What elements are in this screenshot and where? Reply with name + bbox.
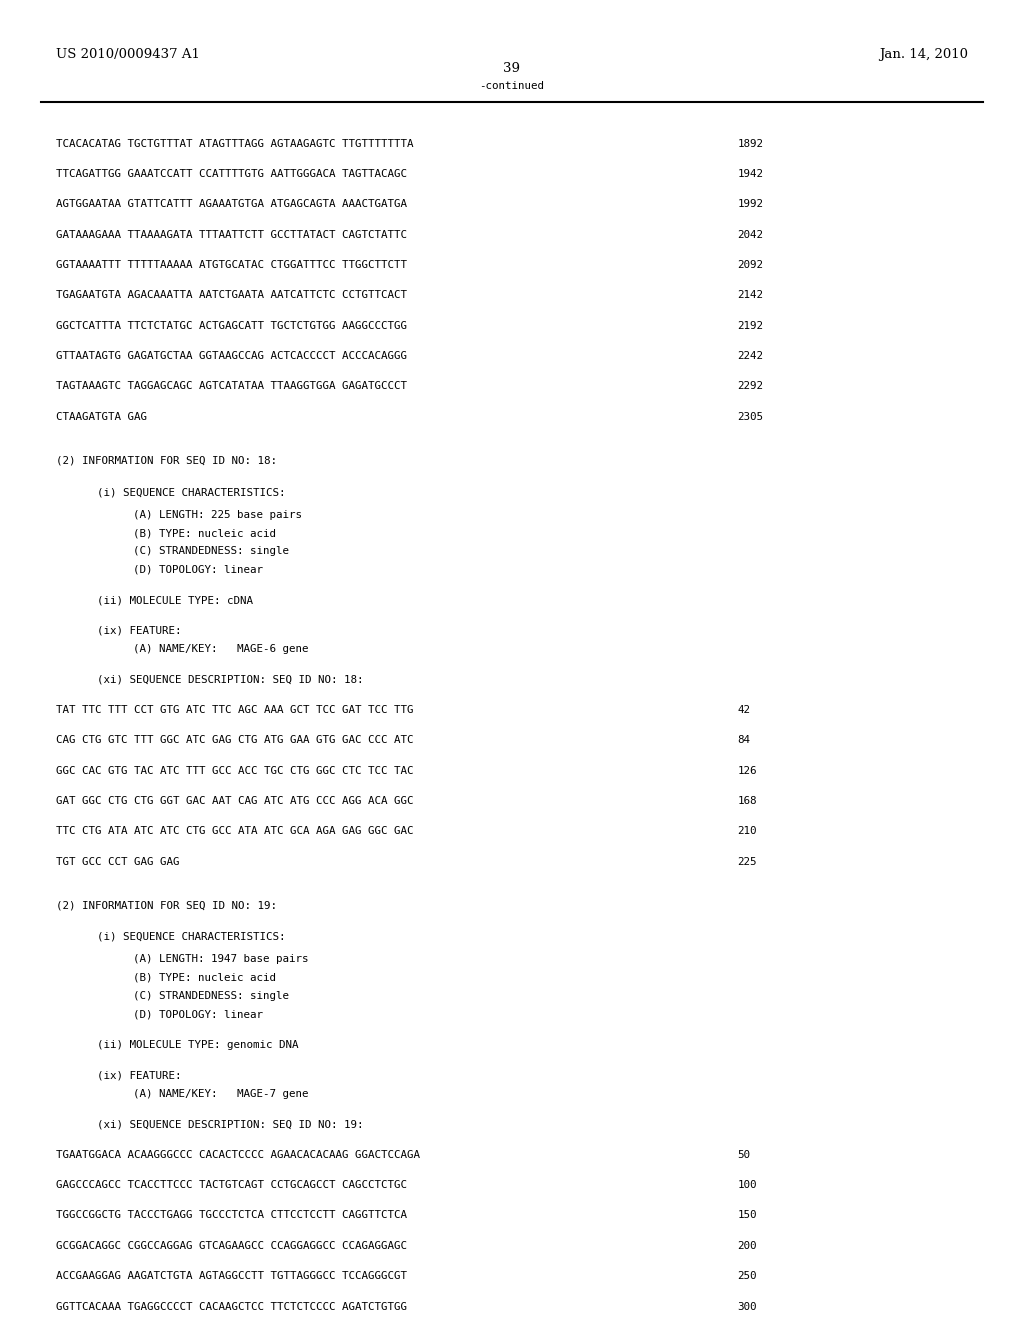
Text: (2) INFORMATION FOR SEQ ID NO: 18:: (2) INFORMATION FOR SEQ ID NO: 18:	[56, 455, 278, 466]
Text: (A) NAME/KEY:   MAGE-6 gene: (A) NAME/KEY: MAGE-6 gene	[133, 644, 308, 655]
Text: 100: 100	[737, 1180, 757, 1191]
Text: 300: 300	[737, 1302, 757, 1312]
Text: ACCGAAGGAG AAGATCTGTA AGTAGGCCTT TGTTAGGGCC TCCAGGGCGT: ACCGAAGGAG AAGATCTGTA AGTAGGCCTT TGTTAGG…	[56, 1271, 408, 1282]
Text: 1992: 1992	[737, 199, 763, 210]
Text: GAGCCCAGCC TCACCTTCCC TACTGTCAGT CCTGCAGCCT CAGCCTCTGC: GAGCCCAGCC TCACCTTCCC TACTGTCAGT CCTGCAG…	[56, 1180, 408, 1191]
Text: (2) INFORMATION FOR SEQ ID NO: 19:: (2) INFORMATION FOR SEQ ID NO: 19:	[56, 900, 278, 911]
Text: TGAGAATGTA AGACAAATTA AATCTGAATA AATCATTCTC CCTGTTCACT: TGAGAATGTA AGACAAATTA AATCTGAATA AATCATT…	[56, 290, 408, 301]
Text: (ii) MOLECULE TYPE: genomic DNA: (ii) MOLECULE TYPE: genomic DNA	[97, 1040, 299, 1051]
Text: TAT TTC TTT CCT GTG ATC TTC AGC AAA GCT TCC GAT TCC TTG: TAT TTC TTT CCT GTG ATC TTC AGC AAA GCT …	[56, 705, 414, 715]
Text: (A) LENGTH: 225 base pairs: (A) LENGTH: 225 base pairs	[133, 510, 302, 520]
Text: (A) LENGTH: 1947 base pairs: (A) LENGTH: 1947 base pairs	[133, 954, 308, 965]
Text: (xi) SEQUENCE DESCRIPTION: SEQ ID NO: 19:: (xi) SEQUENCE DESCRIPTION: SEQ ID NO: 19…	[97, 1119, 364, 1130]
Text: 1892: 1892	[737, 139, 763, 149]
Text: 2092: 2092	[737, 260, 763, 271]
Text: GAT GGC CTG CTG GGT GAC AAT CAG ATC ATG CCC AGG ACA GGC: GAT GGC CTG CTG GGT GAC AAT CAG ATC ATG …	[56, 796, 414, 807]
Text: Jan. 14, 2010: Jan. 14, 2010	[879, 48, 968, 61]
Text: 2292: 2292	[737, 381, 763, 392]
Text: TGAATGGACA ACAAGGGCCC CACACTCCCC AGAACACACAAG GGACTCCAGA: TGAATGGACA ACAAGGGCCC CACACTCCCC AGAACAC…	[56, 1150, 420, 1160]
Text: GGTTCACAAA TGAGGCCCCT CACAAGCTCC TTCTCTCCCC AGATCTGTGG: GGTTCACAAA TGAGGCCCCT CACAAGCTCC TTCTCTC…	[56, 1302, 408, 1312]
Text: TTC CTG ATA ATC ATC CTG GCC ATA ATC GCA AGA GAG GGC GAC: TTC CTG ATA ATC ATC CTG GCC ATA ATC GCA …	[56, 826, 414, 837]
Text: GATAAAGAAA TTAAAAGATA TTTAATTCTT GCCTTATACT CAGTCTATTC: GATAAAGAAA TTAAAAGATA TTTAATTCTT GCCTTAT…	[56, 230, 408, 240]
Text: (A) NAME/KEY:   MAGE-7 gene: (A) NAME/KEY: MAGE-7 gene	[133, 1089, 308, 1100]
Text: (B) TYPE: nucleic acid: (B) TYPE: nucleic acid	[133, 973, 276, 983]
Text: (D) TOPOLOGY: linear: (D) TOPOLOGY: linear	[133, 1010, 263, 1020]
Text: CAG CTG GTC TTT GGC ATC GAG CTG ATG GAA GTG GAC CCC ATC: CAG CTG GTC TTT GGC ATC GAG CTG ATG GAA …	[56, 735, 414, 746]
Text: 150: 150	[737, 1210, 757, 1221]
Text: TTCAGATTGG GAAATCCATT CCATTTTGTG AATTGGGACA TAGTTACAGC: TTCAGATTGG GAAATCCATT CCATTTTGTG AATTGGG…	[56, 169, 408, 180]
Text: (xi) SEQUENCE DESCRIPTION: SEQ ID NO: 18:: (xi) SEQUENCE DESCRIPTION: SEQ ID NO: 18…	[97, 675, 364, 685]
Text: (i) SEQUENCE CHARACTERISTICS:: (i) SEQUENCE CHARACTERISTICS:	[97, 932, 286, 942]
Text: 2042: 2042	[737, 230, 763, 240]
Text: 210: 210	[737, 826, 757, 837]
Text: 84: 84	[737, 735, 751, 746]
Text: 2305: 2305	[737, 412, 763, 422]
Text: (ix) FEATURE:: (ix) FEATURE:	[97, 1071, 182, 1081]
Text: (C) STRANDEDNESS: single: (C) STRANDEDNESS: single	[133, 991, 289, 1002]
Text: 39: 39	[504, 62, 520, 75]
Text: 42: 42	[737, 705, 751, 715]
Text: 2142: 2142	[737, 290, 763, 301]
Text: 200: 200	[737, 1241, 757, 1251]
Text: 126: 126	[737, 766, 757, 776]
Text: US 2010/0009437 A1: US 2010/0009437 A1	[56, 48, 201, 61]
Text: (B) TYPE: nucleic acid: (B) TYPE: nucleic acid	[133, 528, 276, 539]
Text: TGT GCC CCT GAG GAG: TGT GCC CCT GAG GAG	[56, 857, 180, 867]
Text: (D) TOPOLOGY: linear: (D) TOPOLOGY: linear	[133, 565, 263, 576]
Text: 250: 250	[737, 1271, 757, 1282]
Text: TGGCCGGCTG TACCCTGAGG TGCCCTCTCA CTTCCTCCTT CAGGTTCTCA: TGGCCGGCTG TACCCTGAGG TGCCCTCTCA CTTCCTC…	[56, 1210, 408, 1221]
Text: 168: 168	[737, 796, 757, 807]
Text: TAGTAAAGTC TAGGAGCAGC AGTCATATAA TTAAGGTGGA GAGATGCCCT: TAGTAAAGTC TAGGAGCAGC AGTCATATAA TTAAGGT…	[56, 381, 408, 392]
Text: (ii) MOLECULE TYPE: cDNA: (ii) MOLECULE TYPE: cDNA	[97, 595, 253, 606]
Text: AGTGGAATAA GTATTCATTT AGAAATGTGA ATGAGCAGTA AAACTGATGA: AGTGGAATAA GTATTCATTT AGAAATGTGA ATGAGCA…	[56, 199, 408, 210]
Text: (ix) FEATURE:: (ix) FEATURE:	[97, 626, 182, 636]
Text: GGCTCATTTA TTCTCTATGC ACTGAGCATT TGCTCTGTGG AAGGCCCTGG: GGCTCATTTA TTCTCTATGC ACTGAGCATT TGCTCTG…	[56, 321, 408, 331]
Text: GTTAATAGTG GAGATGCTAA GGTAAGCCAG ACTCACCCCT ACCCACAGGG: GTTAATAGTG GAGATGCTAA GGTAAGCCAG ACTCACC…	[56, 351, 408, 362]
Text: GGC CAC GTG TAC ATC TTT GCC ACC TGC CTG GGC CTC TCC TAC: GGC CAC GTG TAC ATC TTT GCC ACC TGC CTG …	[56, 766, 414, 776]
Text: 2242: 2242	[737, 351, 763, 362]
Text: CTAAGATGTA GAG: CTAAGATGTA GAG	[56, 412, 147, 422]
Text: -continued: -continued	[479, 81, 545, 91]
Text: GCGGACAGGC CGGCCAGGAG GTCAGAAGCC CCAGGAGGCC CCAGAGGAGC: GCGGACAGGC CGGCCAGGAG GTCAGAAGCC CCAGGAG…	[56, 1241, 408, 1251]
Text: 2192: 2192	[737, 321, 763, 331]
Text: (i) SEQUENCE CHARACTERISTICS:: (i) SEQUENCE CHARACTERISTICS:	[97, 487, 286, 498]
Text: TCACACATAG TGCTGTTTAT ATAGTTTAGG AGTAAGAGTC TTGTTTTTTTA: TCACACATAG TGCTGTTTAT ATAGTTTAGG AGTAAGA…	[56, 139, 414, 149]
Text: (C) STRANDEDNESS: single: (C) STRANDEDNESS: single	[133, 546, 289, 557]
Text: GGTAAAATTT TTTTTAAAAA ATGTGCATAC CTGGATTTCC TTGGCTTCTT: GGTAAAATTT TTTTTAAAAA ATGTGCATAC CTGGATT…	[56, 260, 408, 271]
Text: 225: 225	[737, 857, 757, 867]
Text: 1942: 1942	[737, 169, 763, 180]
Text: 50: 50	[737, 1150, 751, 1160]
